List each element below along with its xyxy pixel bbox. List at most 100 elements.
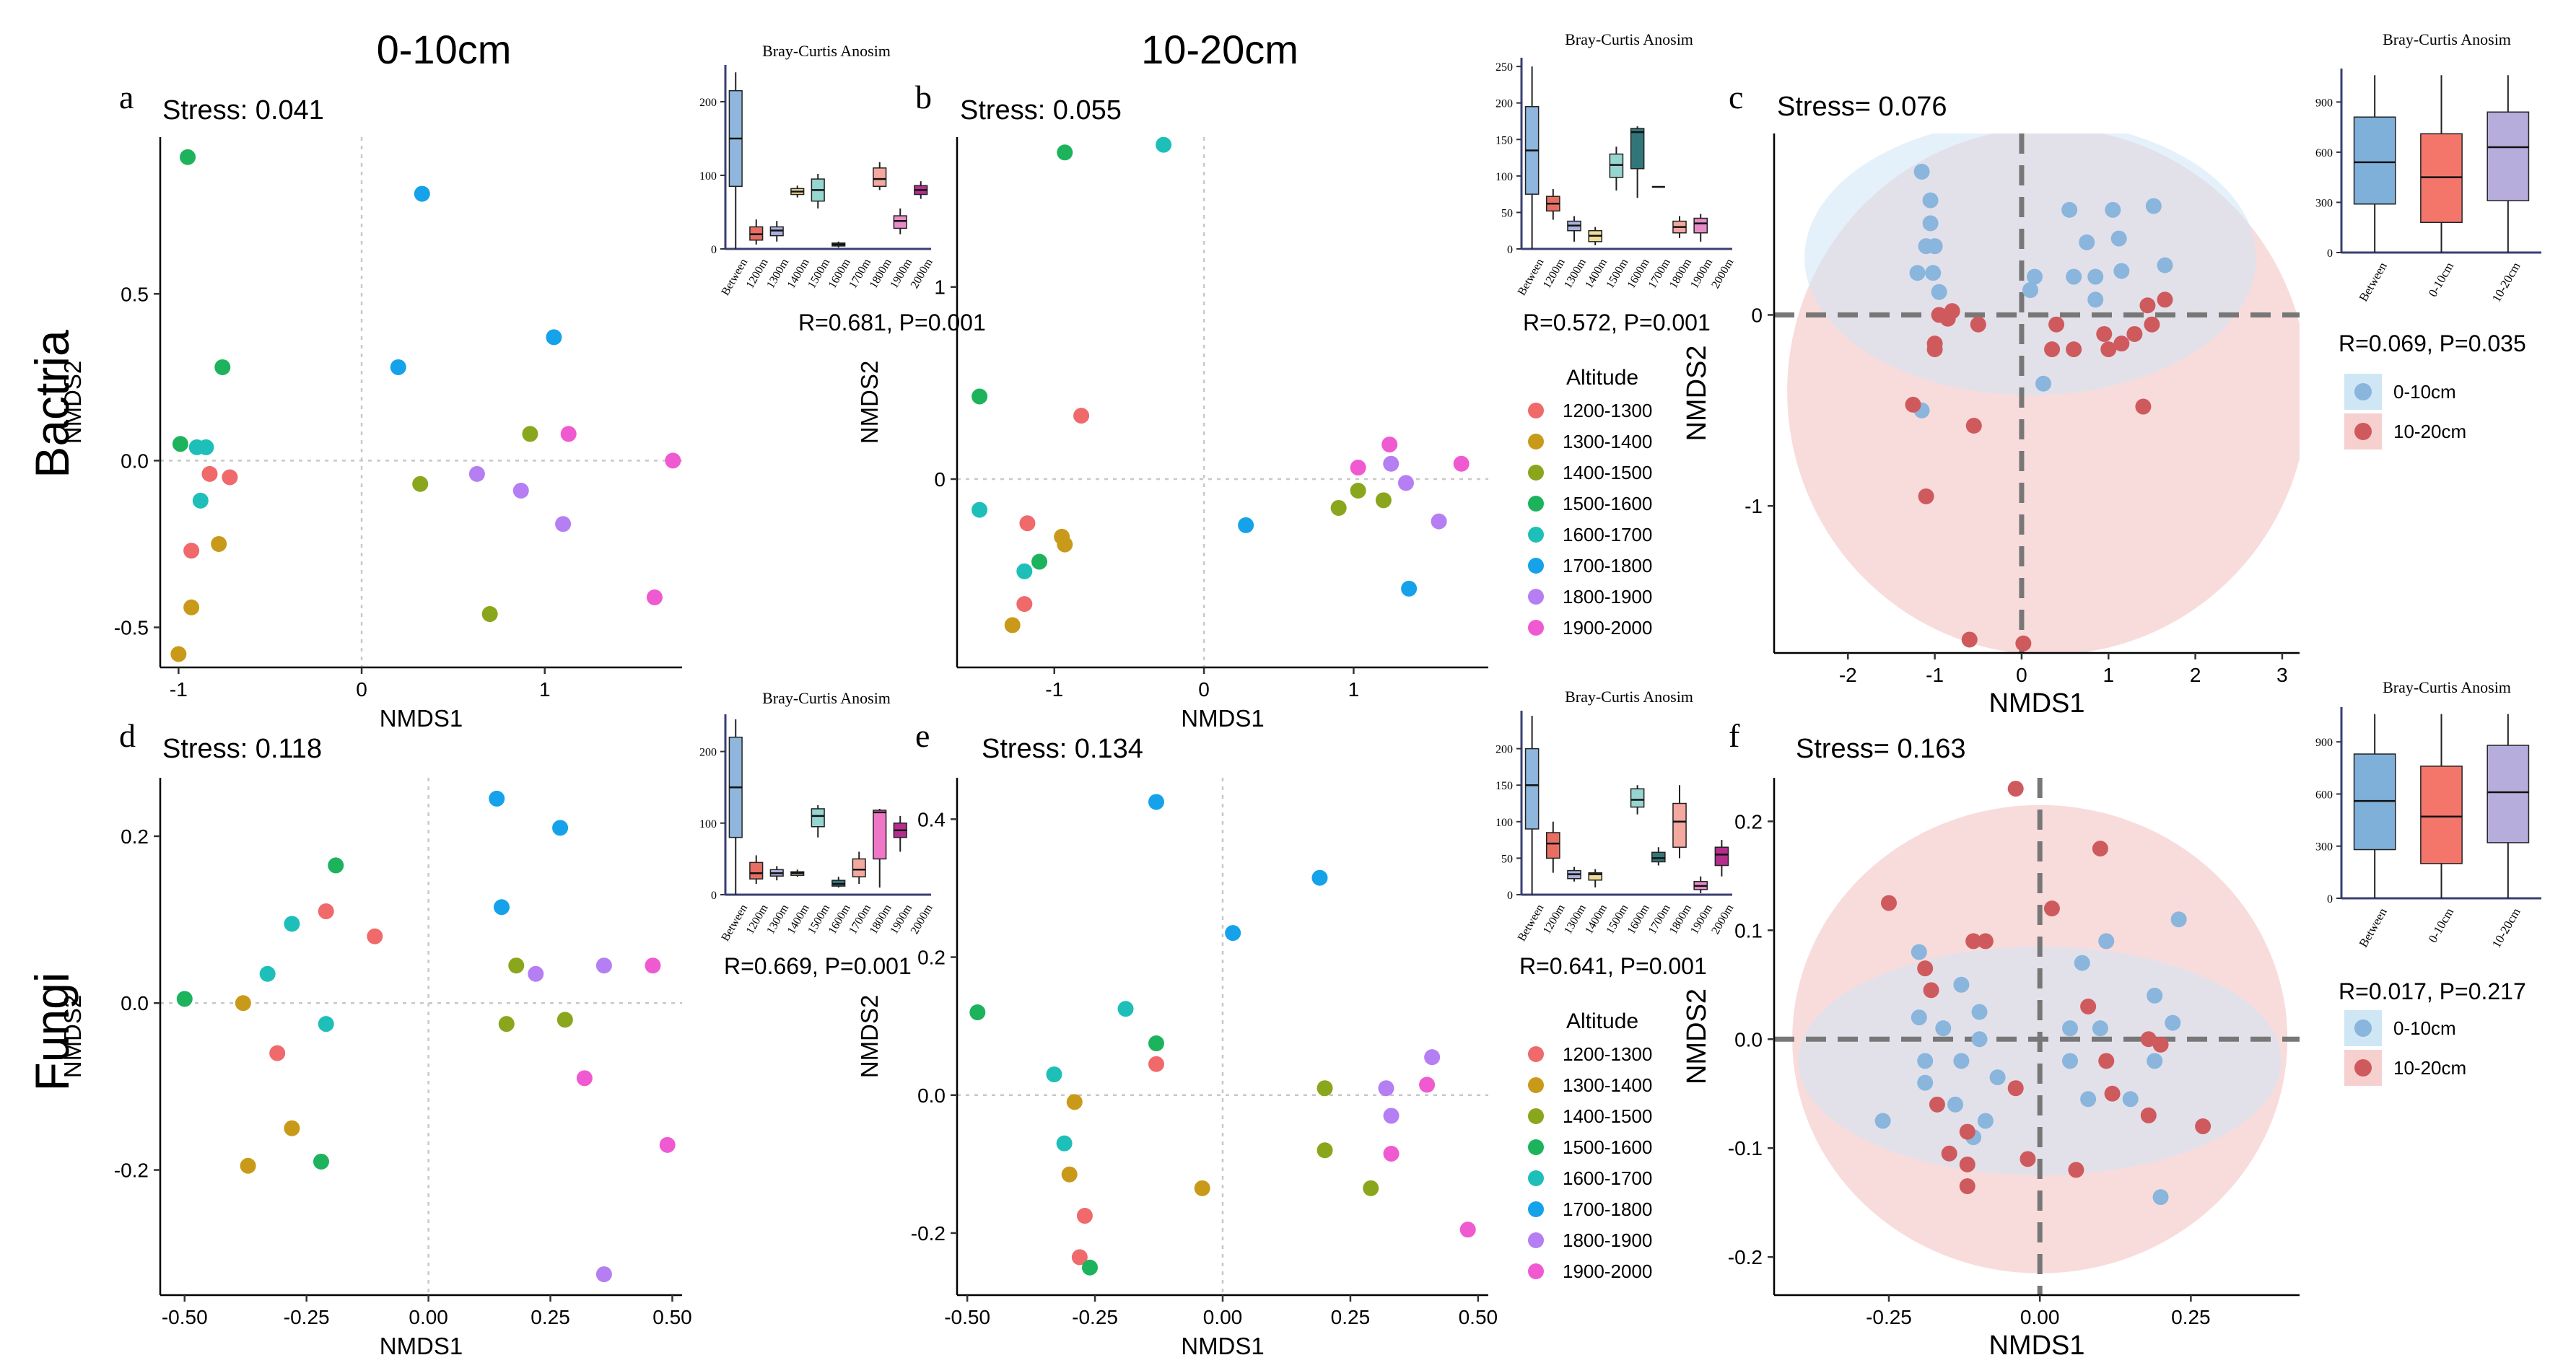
data-point xyxy=(560,426,577,442)
data-point xyxy=(646,589,663,605)
box-body xyxy=(1630,788,1645,808)
inset-y-tick-label: 0 xyxy=(711,244,717,256)
data-point xyxy=(1922,215,1939,232)
legend-label: 1900-2000 xyxy=(1563,1260,1652,1282)
data-point xyxy=(2080,998,2097,1014)
data-point xyxy=(1931,284,1947,300)
data-point xyxy=(1330,499,1347,516)
inset-title: Bray-Curtis Anosim xyxy=(2383,678,2511,696)
data-point xyxy=(313,1153,329,1170)
legend-swatch xyxy=(1528,434,1544,450)
y-tick-label: -0.2 xyxy=(114,1159,149,1182)
y-tick-label: -1 xyxy=(1745,495,1763,517)
data-point xyxy=(240,1157,256,1174)
legend-label: 1200-1300 xyxy=(1563,1043,1652,1065)
x-tick-label: -0.50 xyxy=(162,1306,208,1328)
data-point xyxy=(170,646,187,662)
y-tick-label: 0.0 xyxy=(1734,1028,1763,1051)
data-point xyxy=(2087,291,2104,308)
legend-swatch xyxy=(1528,1232,1544,1248)
row-header-fungi: Fungi xyxy=(25,972,79,1091)
inset-category-label: 0-10cm xyxy=(2426,906,2456,944)
inset-f: Bray-Curtis Anosim 0 300 600 900 Between 0-10c… xyxy=(2315,678,2541,1004)
legend-title: Altitude xyxy=(1566,1009,1638,1033)
x-axis-label: NMDS1 xyxy=(1988,1330,2084,1361)
data-point xyxy=(556,1012,573,1028)
data-point xyxy=(969,1004,986,1021)
data-point xyxy=(1148,794,1164,810)
data-point xyxy=(1926,341,1943,358)
box-body xyxy=(749,861,764,880)
data-point xyxy=(1071,1249,1088,1266)
legend-swatch xyxy=(1528,620,1544,636)
inset-y-tick-label: 150 xyxy=(1496,780,1513,792)
ellipse-0-10cm xyxy=(1798,946,2282,1175)
data-point xyxy=(1959,1178,1975,1195)
data-point xyxy=(1926,238,1943,255)
legend-label: 10-20cm xyxy=(2393,1057,2466,1079)
data-point xyxy=(2195,1118,2212,1135)
data-point xyxy=(1156,137,1172,153)
data-point xyxy=(2165,1014,2181,1031)
box-body xyxy=(811,808,825,828)
legend-label: 1400-1500 xyxy=(1563,462,1652,483)
data-point xyxy=(318,903,334,920)
data-point xyxy=(1148,1056,1164,1072)
anosim-stat: R=0.069, P=0.035 xyxy=(2339,330,2526,356)
stress-label: Stress= 0.163 xyxy=(1796,734,1966,764)
inset-y-tick-label: 100 xyxy=(699,818,717,830)
legend-label: 0-10cm xyxy=(2393,381,2456,403)
x-tick-label: 3 xyxy=(2276,664,2288,686)
inset-y-tick-label: 200 xyxy=(1496,98,1513,110)
stress-label: Stress: 0.118 xyxy=(162,734,322,764)
data-point xyxy=(2062,1053,2079,1069)
data-point xyxy=(284,916,300,932)
inset-y-tick-label: 200 xyxy=(1496,744,1513,756)
inset-y-tick-label: 200 xyxy=(699,97,717,109)
x-tick-label: -1 xyxy=(1045,678,1063,701)
x-tick-label: -0.25 xyxy=(284,1306,330,1328)
data-point xyxy=(1383,1108,1400,1124)
y-tick-label: 0.2 xyxy=(1734,810,1763,833)
inset-y-tick-label: 300 xyxy=(2315,197,2333,209)
data-point xyxy=(1989,1069,2006,1086)
data-point xyxy=(528,965,544,982)
ellipse-0-10cm xyxy=(1804,133,2256,395)
data-point xyxy=(222,469,238,486)
data-point xyxy=(2098,933,2115,950)
legend-label: 0-10cm xyxy=(2393,1017,2456,1039)
data-point xyxy=(2035,375,2052,392)
inset-category-label: Between xyxy=(1516,903,1547,944)
data-point xyxy=(1918,488,1934,504)
inset-title: Bray-Curtis Anosim xyxy=(762,689,891,707)
inset-category-label: 2000m xyxy=(1709,256,1736,290)
box-body xyxy=(1588,872,1603,881)
data-point xyxy=(468,465,485,482)
data-point xyxy=(2068,1162,2084,1178)
legend-swatch xyxy=(2354,423,2372,440)
data-point xyxy=(1965,933,1982,950)
data-point xyxy=(481,606,498,623)
data-point xyxy=(2152,1189,2169,1206)
data-point xyxy=(1874,1113,1891,1129)
inset-y-tick-label: 200 xyxy=(699,747,717,759)
data-point xyxy=(1959,1123,1975,1140)
x-tick-label: -0.50 xyxy=(944,1306,990,1328)
y-tick-label: 0.2 xyxy=(121,825,149,848)
data-point xyxy=(183,543,200,559)
plot-area-c xyxy=(1774,133,2300,653)
y-axis-label: NMDS2 xyxy=(59,361,86,444)
inset-y-tick-label: 900 xyxy=(2315,97,2333,109)
box-body xyxy=(2487,111,2530,201)
data-point xyxy=(1073,408,1090,424)
legend-swatch xyxy=(1528,527,1544,543)
data-point xyxy=(1977,1113,1994,1129)
plot-area-d xyxy=(160,778,682,1295)
data-point xyxy=(1459,1222,1476,1238)
inset-e: Bray-Curtis Anosim050100150200Between120… xyxy=(1496,688,1737,979)
panel-letter: a xyxy=(119,79,134,115)
data-point xyxy=(390,359,406,375)
legend-label: 1600-1700 xyxy=(1563,1167,1652,1189)
data-point xyxy=(284,1120,300,1136)
